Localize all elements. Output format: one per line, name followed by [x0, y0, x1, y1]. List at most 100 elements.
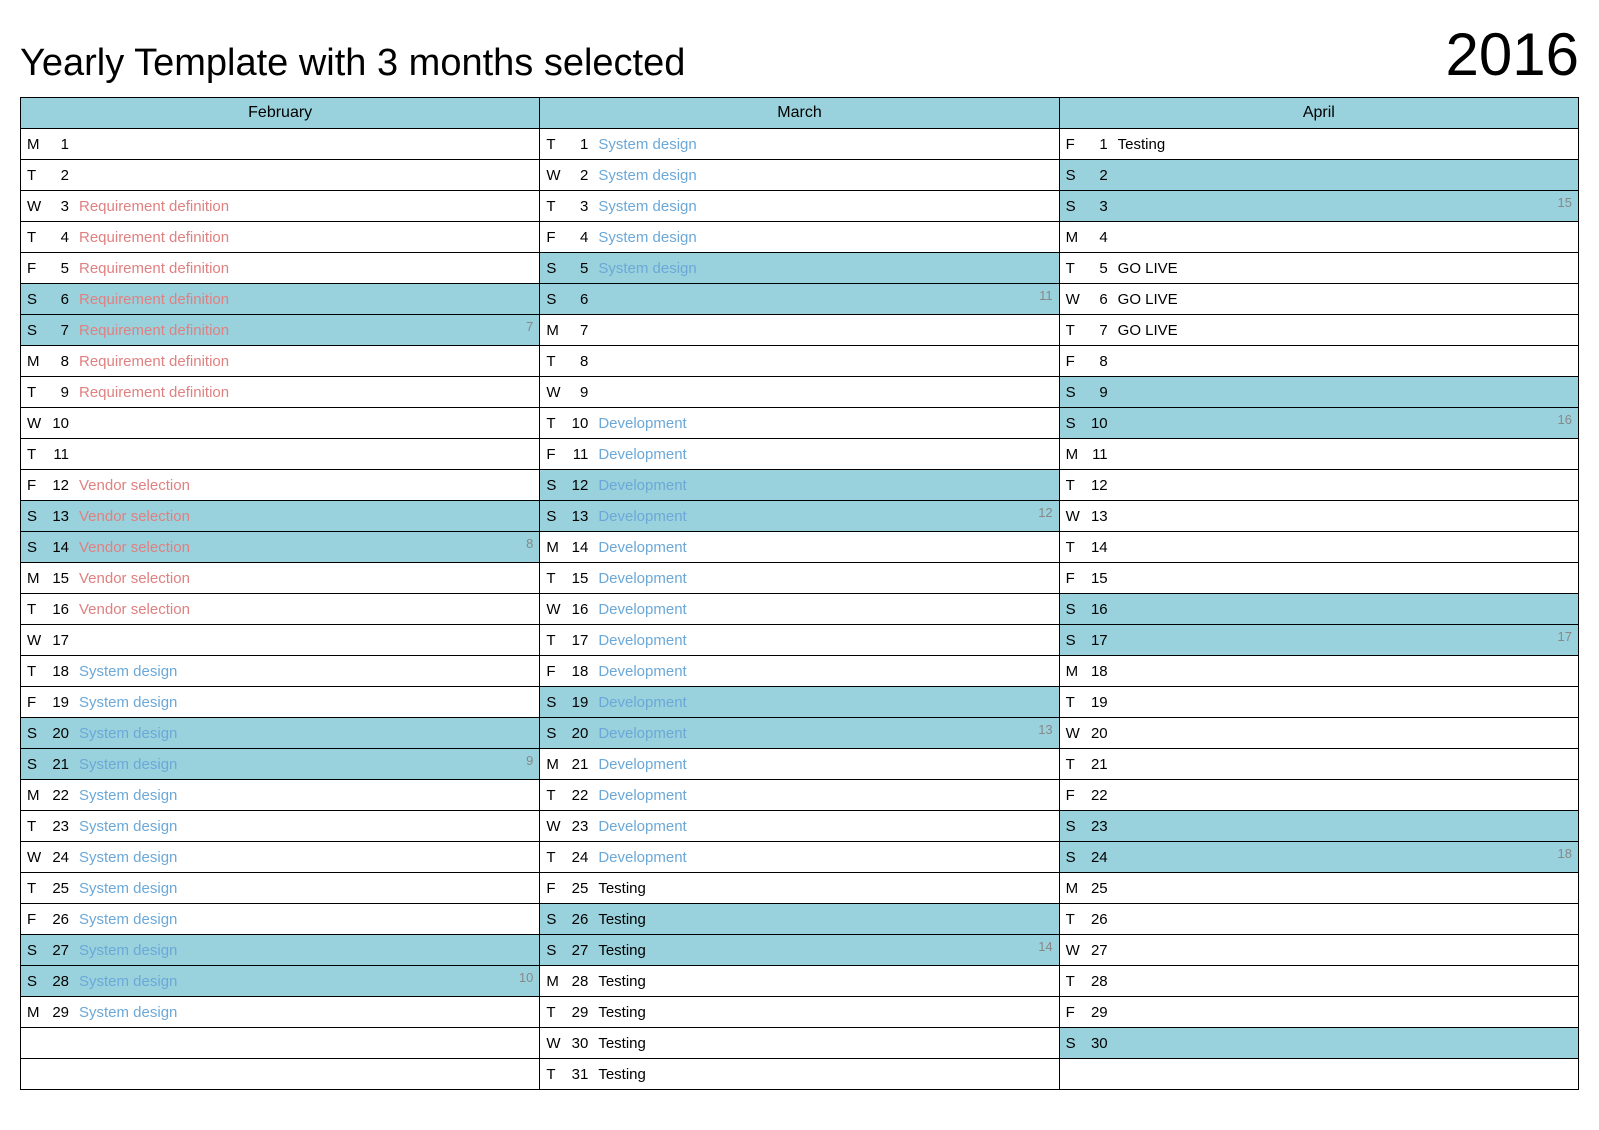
day-task: System design — [79, 973, 533, 990]
day-task: System design — [598, 260, 1052, 277]
day-of-week: S — [546, 291, 564, 308]
day-number: 7 — [1084, 322, 1108, 339]
calendar-grid: FebruaryM1T2W3Requirement definitionT4Re… — [20, 97, 1579, 1090]
day-of-week: W — [546, 384, 564, 401]
day-number: 26 — [45, 911, 69, 928]
day-row: S12Development — [540, 470, 1058, 501]
day-row: T23System design — [21, 811, 539, 842]
day-task: System design — [79, 694, 533, 711]
day-row: T9Requirement definition — [21, 377, 539, 408]
day-of-week: W — [27, 198, 45, 215]
day-task: Development — [598, 787, 1052, 804]
day-row: F5Requirement definition — [21, 253, 539, 284]
day-number: 14 — [45, 539, 69, 556]
day-task: Development — [598, 756, 1052, 773]
day-row: S30 — [1060, 1028, 1578, 1059]
day-of-week: F — [546, 446, 564, 463]
day-of-week: T — [1066, 911, 1084, 928]
day-number: 6 — [45, 291, 69, 308]
day-number: 8 — [45, 353, 69, 370]
day-row: S20Development13 — [540, 718, 1058, 749]
day-row: T2 — [21, 160, 539, 191]
day-row: F4System design — [540, 222, 1058, 253]
day-row: T8 — [540, 346, 1058, 377]
day-row: W2System design — [540, 160, 1058, 191]
day-row: S2 — [1060, 160, 1578, 191]
day-of-week: T — [1066, 694, 1084, 711]
day-number: 9 — [45, 384, 69, 401]
day-row: S26Testing — [540, 904, 1058, 935]
day-of-week: T — [27, 880, 45, 897]
day-row: F25Testing — [540, 873, 1058, 904]
day-of-week: S — [1066, 1035, 1084, 1052]
page-title: Yearly Template with 3 months selected — [20, 42, 685, 85]
day-of-week: S — [27, 725, 45, 742]
day-task: System design — [79, 756, 533, 773]
day-of-week: S — [27, 942, 45, 959]
day-task: Testing — [598, 973, 1052, 990]
day-row — [21, 1059, 539, 1089]
day-number: 11 — [1084, 446, 1108, 463]
page-header: Yearly Template with 3 months selected 2… — [20, 20, 1579, 89]
day-task: Vendor selection — [79, 508, 533, 525]
day-number: 5 — [45, 260, 69, 277]
day-row: S27System design — [21, 935, 539, 966]
day-number: 18 — [564, 663, 588, 680]
day-row: F26System design — [21, 904, 539, 935]
day-of-week: S — [1066, 198, 1084, 215]
day-number: 22 — [45, 787, 69, 804]
day-number: 23 — [1084, 818, 1108, 835]
day-number: 17 — [564, 632, 588, 649]
day-row: F1Testing — [1060, 129, 1578, 160]
day-of-week: M — [27, 570, 45, 587]
day-of-week: T — [1066, 260, 1084, 277]
day-row: F15 — [1060, 563, 1578, 594]
day-of-week: T — [546, 787, 564, 804]
day-number: 24 — [564, 849, 588, 866]
day-task: Development — [598, 663, 1052, 680]
day-row: S7Requirement definition7 — [21, 315, 539, 346]
day-of-week: T — [1066, 756, 1084, 773]
day-number: 7 — [564, 322, 588, 339]
day-task: System design — [598, 198, 1052, 215]
day-number: 28 — [564, 973, 588, 990]
day-of-week: M — [27, 787, 45, 804]
day-number: 26 — [1084, 911, 1108, 928]
day-row: F12Vendor selection — [21, 470, 539, 501]
day-number: 20 — [564, 725, 588, 742]
day-task: Development — [598, 539, 1052, 556]
day-row: S28System design10 — [21, 966, 539, 997]
day-of-week: T — [546, 415, 564, 432]
day-of-week: S — [546, 694, 564, 711]
day-task: System design — [79, 725, 533, 742]
day-row: W6GO LIVE — [1060, 284, 1578, 315]
day-number: 27 — [45, 942, 69, 959]
day-number: 2 — [1084, 167, 1108, 184]
day-of-week: T — [27, 229, 45, 246]
day-number: 25 — [1084, 880, 1108, 897]
day-of-week: M — [1066, 229, 1084, 246]
day-number: 10 — [564, 415, 588, 432]
day-of-week: F — [546, 229, 564, 246]
day-row: S21System design9 — [21, 749, 539, 780]
day-of-week: T — [1066, 322, 1084, 339]
day-task: Development — [598, 725, 1052, 742]
day-row: S2418 — [1060, 842, 1578, 873]
day-row: W16Development — [540, 594, 1058, 625]
day-number: 24 — [45, 849, 69, 866]
day-row: S14Vendor selection8 — [21, 532, 539, 563]
day-task: Requirement definition — [79, 322, 533, 339]
day-number: 25 — [45, 880, 69, 897]
day-task: Development — [598, 694, 1052, 711]
day-number: 20 — [1084, 725, 1108, 742]
week-number: 13 — [1038, 722, 1052, 737]
day-number: 2 — [564, 167, 588, 184]
day-of-week: T — [546, 198, 564, 215]
day-number: 29 — [45, 1004, 69, 1021]
day-task: System design — [598, 229, 1052, 246]
day-of-week: M — [27, 1004, 45, 1021]
day-of-week: W — [546, 167, 564, 184]
day-row: T18System design — [21, 656, 539, 687]
day-row: T12 — [1060, 470, 1578, 501]
week-number: 11 — [1039, 288, 1053, 303]
